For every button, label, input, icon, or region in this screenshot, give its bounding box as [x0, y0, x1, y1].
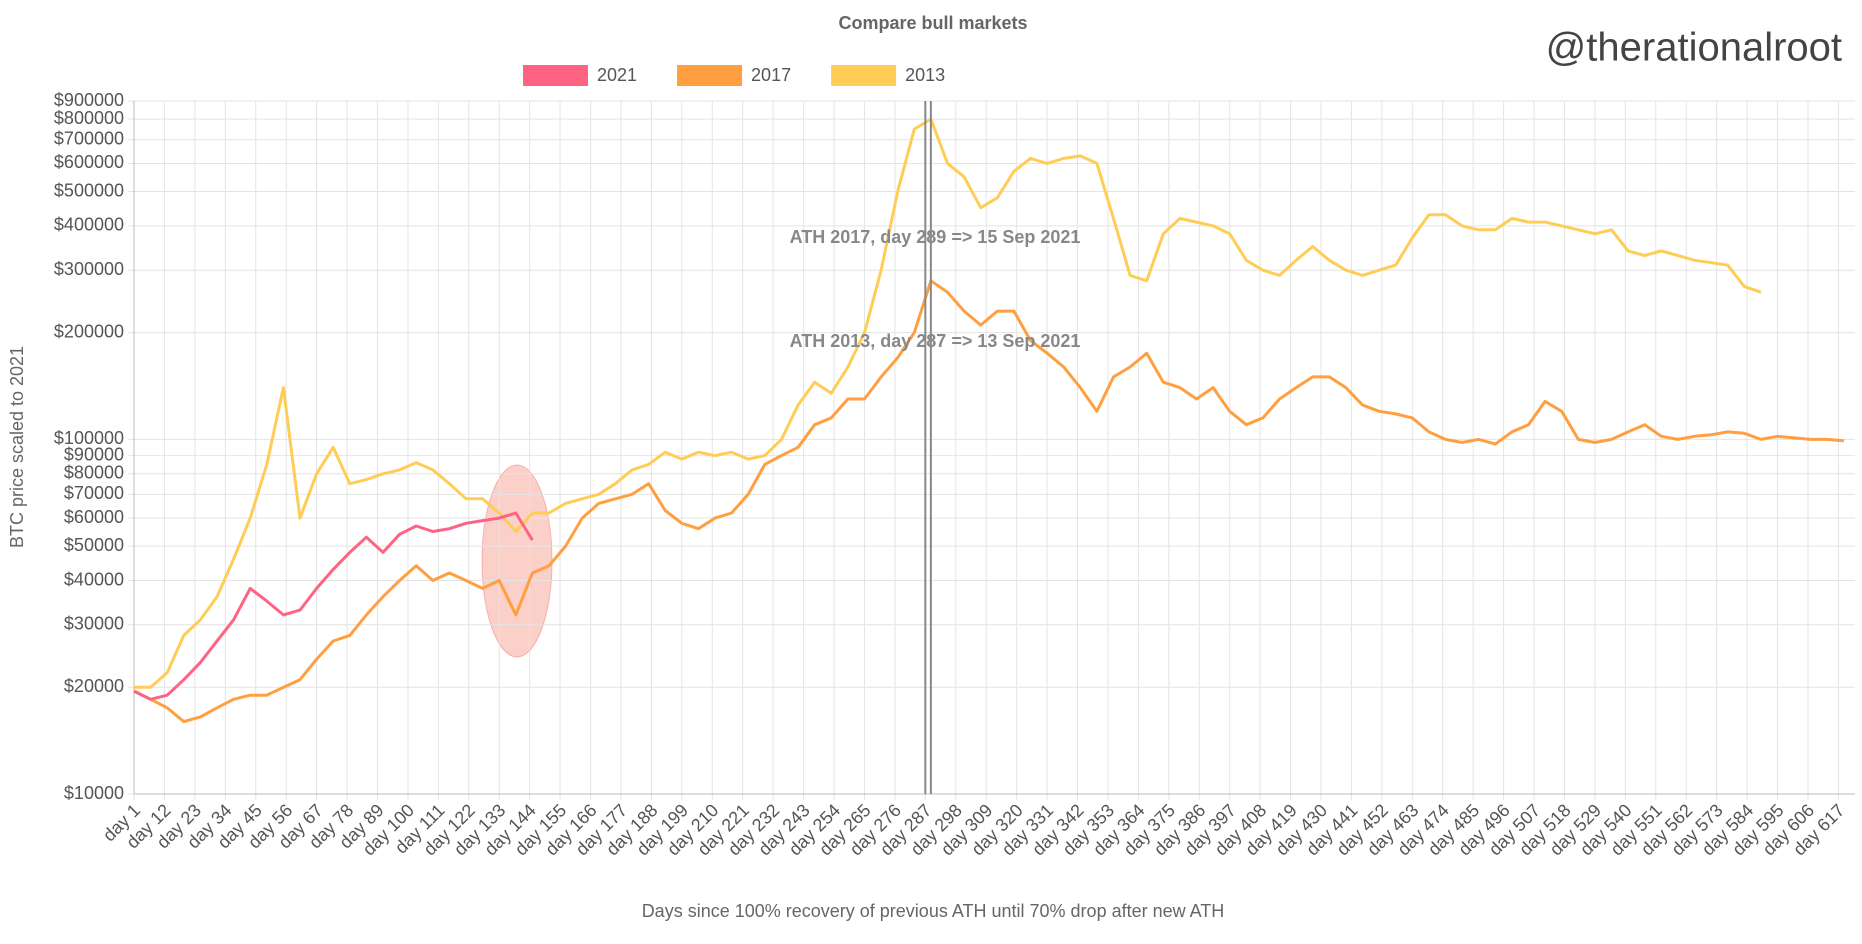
y-tick-label: $60000 — [64, 507, 124, 527]
y-tick-label: $600000 — [54, 152, 124, 172]
y-tick-label: $500000 — [54, 180, 124, 200]
y-tick-label: $30000 — [64, 614, 124, 634]
legend-label: 2017 — [751, 65, 791, 85]
y-tick-label: $100000 — [54, 428, 124, 448]
series-line — [133, 511, 534, 701]
y-tick-label: $200000 — [54, 321, 124, 341]
legend-swatch — [677, 65, 743, 86]
y-tick-label: $20000 — [64, 676, 124, 696]
y-tick-label: $70000 — [64, 483, 124, 503]
legend-swatch — [831, 65, 897, 86]
y-tick-label: $700000 — [54, 128, 124, 148]
legend-swatch — [523, 65, 588, 86]
y-tick-label: $900000 — [54, 90, 124, 110]
y-tick-label: $300000 — [54, 259, 124, 279]
watermark: @therationalroot — [1546, 26, 1842, 70]
y-tick-label: $80000 — [64, 463, 124, 483]
series-line — [134, 117, 1762, 689]
legend-label: 2013 — [905, 65, 945, 85]
y-axis-label: BTC price scaled to 2021 — [7, 346, 27, 548]
x-axis-label: Days since 100% recovery of previous ATH… — [642, 901, 1225, 921]
annotation-label: ATH 2013, day 287 => 13 Sep 2021 — [790, 331, 1081, 351]
y-tick-label: $400000 — [54, 215, 124, 235]
chart-title: Compare bull markets — [838, 13, 1027, 33]
y-tick-label: $50000 — [64, 535, 124, 555]
y-tick-label: $40000 — [64, 569, 124, 589]
highlight-ellipse — [481, 464, 553, 658]
series-line — [133, 279, 1845, 724]
grid — [128, 100, 1855, 800]
y-tick-label: $90000 — [64, 444, 124, 464]
legend-label: 2021 — [597, 65, 637, 85]
annotation-label: ATH 2017, day 289 => 15 Sep 2021 — [790, 227, 1081, 247]
y-tick-label: $800000 — [54, 108, 124, 128]
y-tick-label: $10000 — [64, 783, 124, 803]
